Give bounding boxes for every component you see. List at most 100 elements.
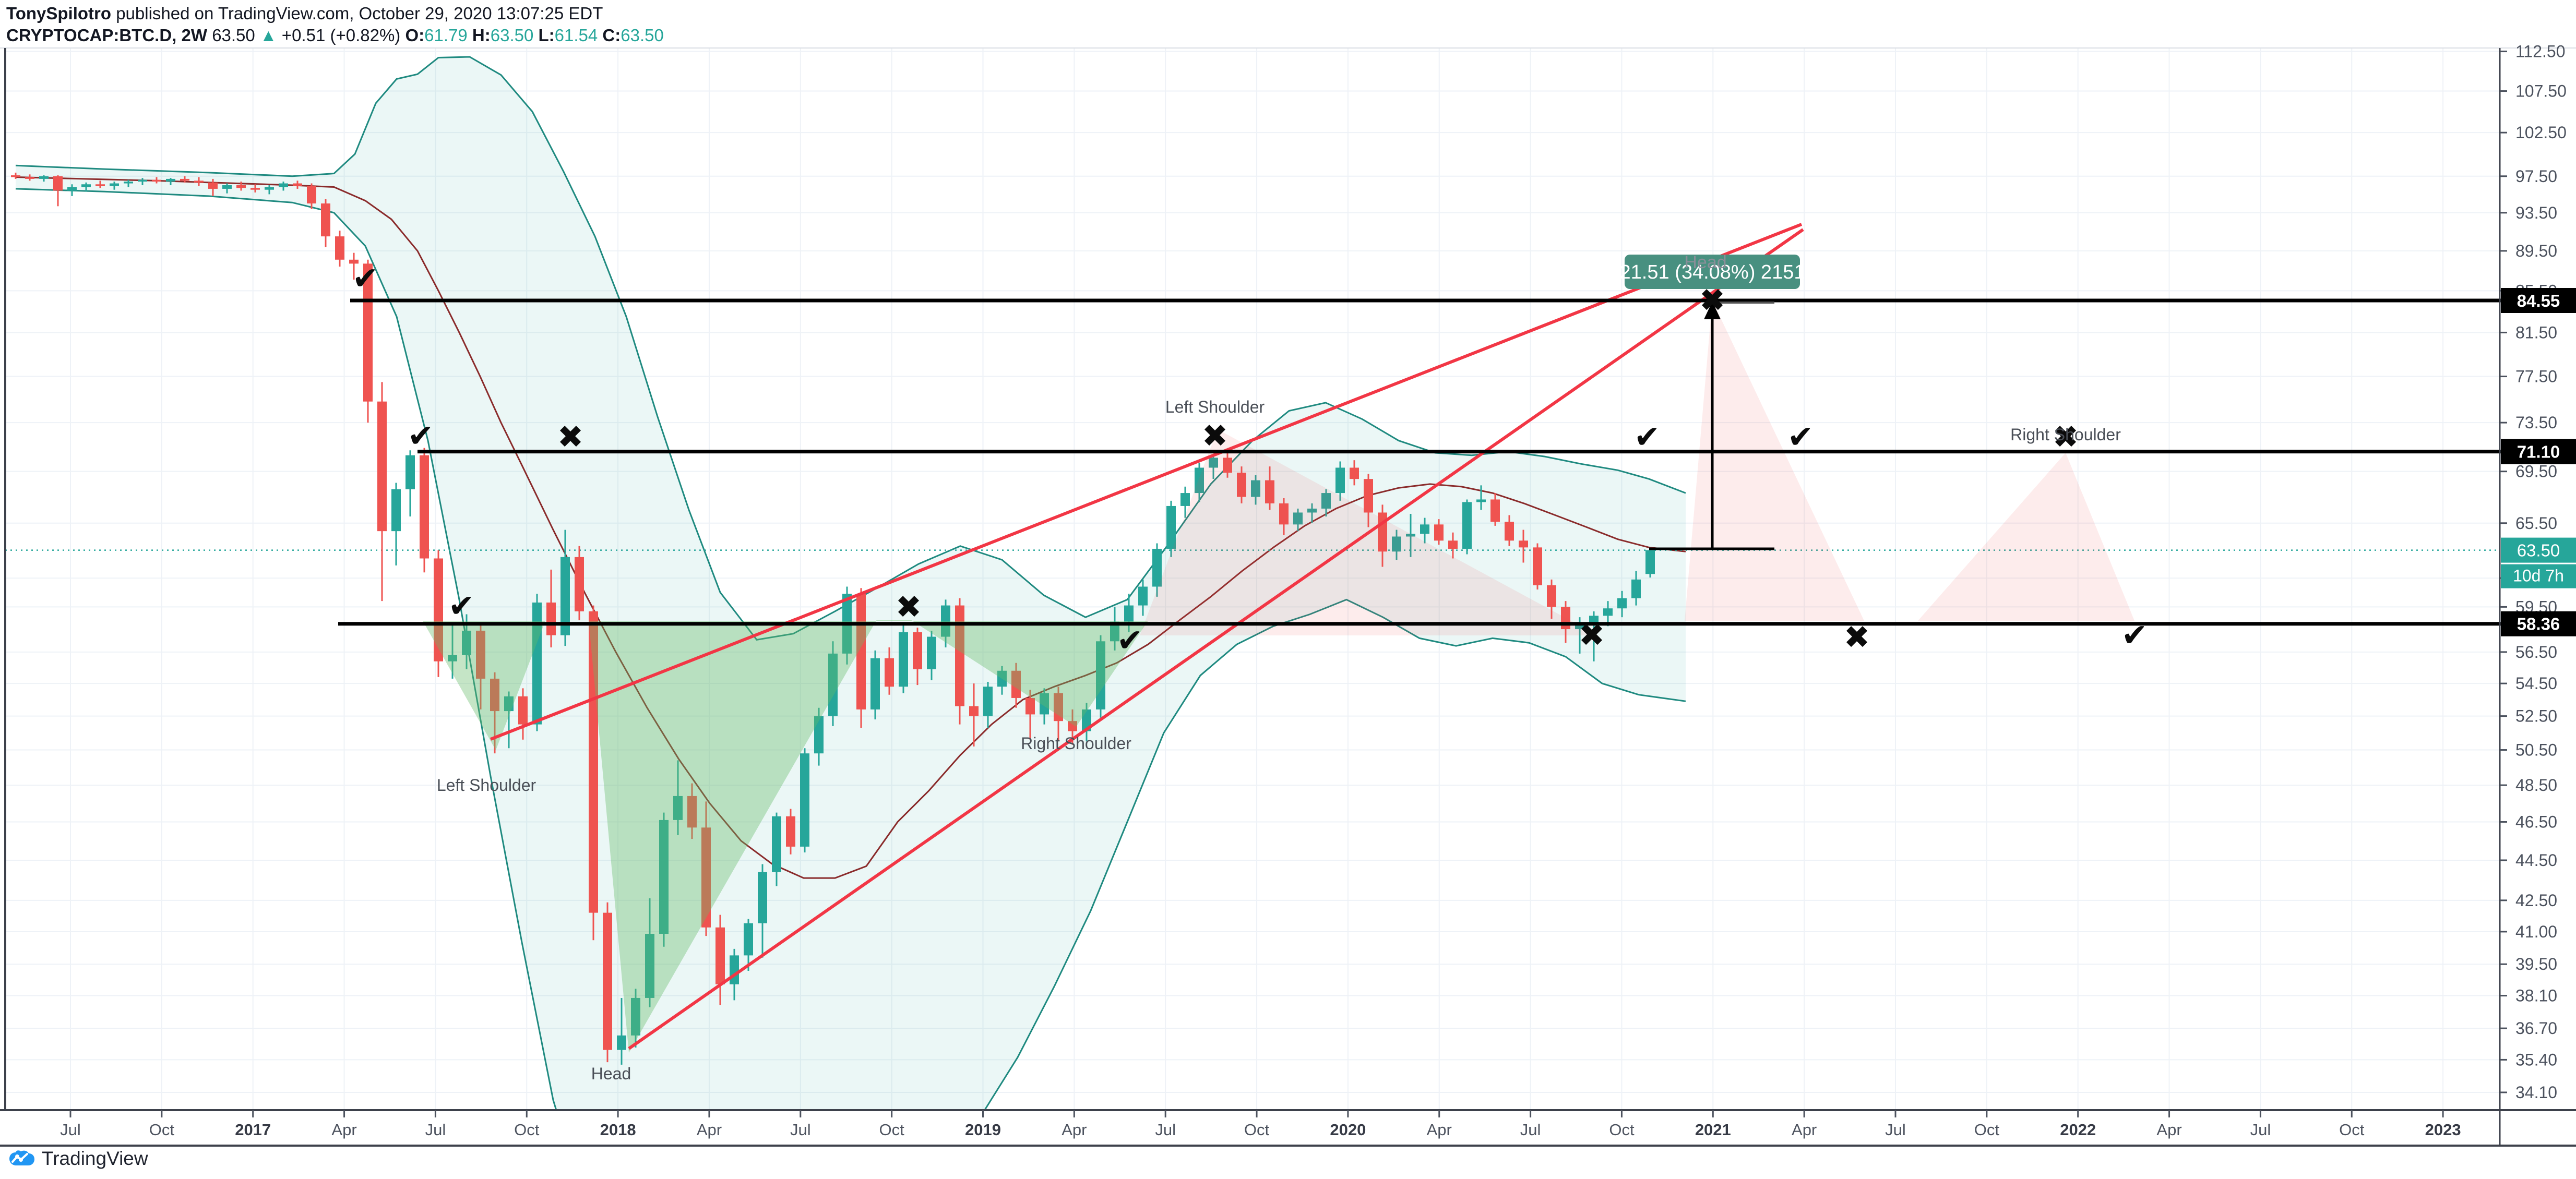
candle-body	[1138, 586, 1148, 606]
candle-body	[546, 602, 556, 635]
candle-body	[575, 557, 584, 611]
candle	[1350, 460, 1359, 486]
candle-body	[1420, 524, 1429, 534]
annotation-left-shoulder: Left Shoulder	[1165, 398, 1265, 416]
candle	[1420, 518, 1429, 544]
candle-body	[1547, 585, 1556, 607]
price-range-measure-tool[interactable]: 21.51 (34.08%) 2151	[1620, 255, 1805, 550]
candle	[772, 812, 781, 886]
time-label-month: Oct	[1974, 1121, 2000, 1139]
candle-body	[1392, 536, 1401, 552]
candle	[1279, 498, 1289, 535]
candle-body	[1406, 534, 1415, 537]
candle-body	[1166, 506, 1176, 549]
candle-body	[25, 177, 34, 179]
cross-marker: ✖	[1579, 617, 1605, 654]
candle-body	[53, 176, 63, 191]
candle-body	[927, 636, 936, 669]
candle	[110, 182, 119, 190]
candle	[124, 179, 133, 187]
candle	[363, 259, 373, 423]
candle-body	[1152, 548, 1162, 587]
candle	[546, 569, 556, 648]
candle	[265, 185, 274, 195]
check-marker: ✔	[352, 260, 378, 297]
candle-body	[81, 184, 91, 187]
time-label-month: Jul	[790, 1121, 811, 1139]
price-axis[interactable]: 112.50107.50102.5097.5093.5089.5085.5081…	[2500, 42, 2576, 1102]
price-tick-label: 112.50	[2515, 42, 2566, 61]
candle-body	[236, 185, 246, 188]
candle	[913, 628, 922, 685]
candle	[870, 650, 880, 719]
candle-body	[603, 912, 612, 1050]
open-value: O:61.79	[405, 26, 468, 45]
time-axis[interactable]: Jul Oct 2017 Apr Jul Oct 2018 Apr Jul Oct 2019 Apr J…	[60, 1110, 2461, 1139]
candle-body	[194, 181, 204, 183]
annotation-head: Head	[591, 1064, 631, 1083]
candle-body	[448, 655, 457, 661]
candle	[518, 688, 528, 740]
publish-line: TonySpilotro published on TradingView.co…	[6, 3, 664, 24]
candle	[1152, 543, 1162, 597]
candle	[1519, 530, 1528, 563]
time-label-month: Apr	[331, 1121, 356, 1139]
time-label-month: Jul	[425, 1121, 446, 1139]
candle	[1054, 687, 1063, 742]
candle-body	[321, 203, 330, 237]
candle	[899, 624, 908, 693]
candle-body	[532, 602, 542, 725]
price-tick-label: 97.50	[2515, 167, 2557, 186]
candle-body	[1110, 621, 1119, 642]
time-label-month: Jul	[60, 1121, 81, 1139]
candle-body	[955, 605, 964, 706]
candle-body	[1180, 493, 1190, 506]
time-label-month: Apr	[697, 1121, 722, 1139]
price-tick-label: 35.40	[2515, 1050, 2557, 1069]
price-tick-label: 107.50	[2515, 82, 2567, 101]
candle-body	[1279, 503, 1289, 525]
candle	[1490, 493, 1500, 526]
candle-body	[363, 263, 373, 402]
candle	[856, 588, 866, 728]
candle	[1195, 462, 1204, 502]
candle	[1180, 486, 1190, 518]
candle-body	[110, 183, 119, 186]
candle	[377, 382, 387, 601]
candle-body	[772, 816, 781, 872]
candle	[279, 182, 288, 191]
price-tick-label: 69.50	[2515, 462, 2557, 481]
candle	[1533, 543, 1542, 590]
chart-pane[interactable]	[5, 48, 2500, 1134]
candle	[659, 812, 669, 947]
candle	[701, 801, 711, 936]
time-label-month: Oct	[879, 1121, 905, 1139]
time-label-month: Jul	[2250, 1121, 2271, 1139]
candle	[1237, 466, 1246, 503]
trendline-wedge-upper[interactable]	[490, 223, 1803, 741]
price-tick-label: 36.70	[2515, 1019, 2557, 1038]
candle	[208, 178, 218, 196]
bollinger-lower-band	[15, 188, 1686, 1110]
price-tick-label: 50.50	[2515, 741, 2557, 760]
candle-body	[1645, 550, 1655, 574]
candle	[1631, 571, 1641, 606]
candle	[1364, 474, 1373, 527]
candle-body	[1631, 579, 1641, 598]
candle	[1251, 475, 1260, 505]
candle-body	[1335, 467, 1345, 494]
tradingview-logo[interactable]: TradingView	[8, 1148, 148, 1170]
time-label-year: 2021	[1695, 1121, 1731, 1139]
candle-body	[617, 1035, 626, 1050]
candle	[1307, 503, 1317, 523]
measure-arrowhead-up	[1704, 302, 1721, 319]
candle	[1645, 550, 1655, 578]
time-label-year: 2023	[2425, 1121, 2461, 1139]
candle-body	[251, 188, 260, 190]
trendline-wedge-lower[interactable]	[628, 228, 1804, 1050]
current-price-label: 63.50	[2517, 541, 2560, 560]
candle-body	[307, 186, 316, 204]
candle	[603, 902, 612, 1063]
price-tick-label: 81.50	[2515, 323, 2557, 342]
